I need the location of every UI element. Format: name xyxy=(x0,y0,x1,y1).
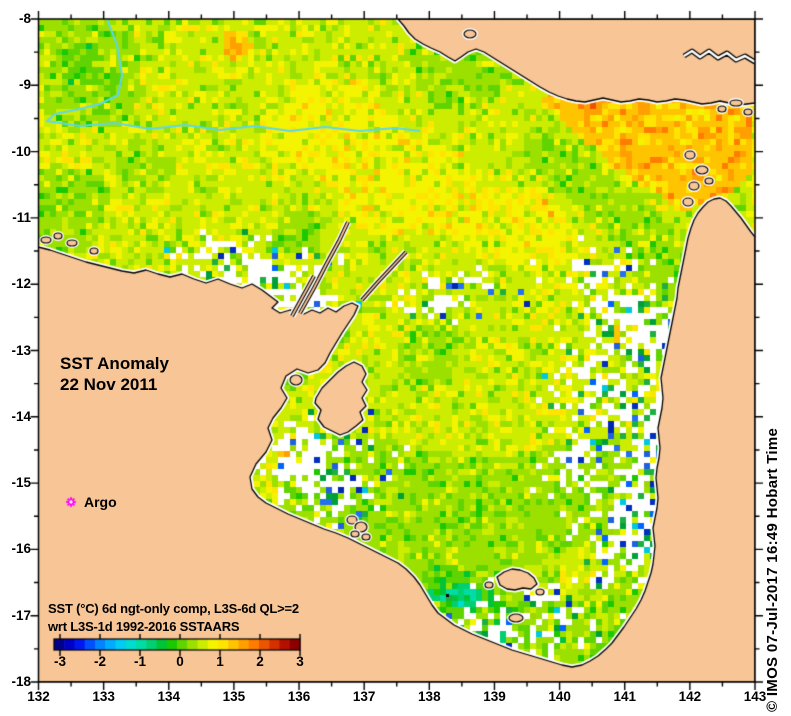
lon-tick-label-134: 134 xyxy=(157,689,181,704)
caption-line1: SST (°C) 6d ngt-only comp, L3S-6d QL>=2 xyxy=(48,601,299,616)
colorbar-tick-label-2: 2 xyxy=(256,654,264,669)
lon-tick-label-136: 136 xyxy=(287,689,311,704)
lat-tick-label--16: -16 xyxy=(11,541,31,557)
lat-tick-label--12: -12 xyxy=(11,276,31,292)
lon-tick-label-142: 142 xyxy=(678,689,702,704)
lon-tick-label-143: 143 xyxy=(743,689,767,704)
colorbar-tick-label--3: -3 xyxy=(53,654,66,669)
lat-tick-label--17: -17 xyxy=(11,607,31,623)
lat-tick-label--14: -14 xyxy=(11,408,31,424)
lon-tick-label-139: 139 xyxy=(483,689,506,704)
colorbar-tick-label-0: 0 xyxy=(176,654,184,669)
lat-tick-label--9: -9 xyxy=(18,77,31,93)
lon-tick-label-137: 137 xyxy=(352,689,376,704)
colorbar-tick-label-1: 1 xyxy=(216,654,224,669)
argo-label: Argo xyxy=(84,494,117,510)
map-title-block: SST Anomaly 22 Nov 2011 xyxy=(60,353,169,395)
lat-tick-label--10: -10 xyxy=(11,143,31,159)
caption-line2: wrt L3S-1d 1992-2016 SSTAARS xyxy=(48,619,240,634)
imos-credit: © IMOS 07-Jul-2017 16:49 Hobart Time xyxy=(764,427,781,712)
lon-tick-label-140: 140 xyxy=(548,689,571,704)
lat-tick-label--11: -11 xyxy=(12,209,31,225)
lon-tick-label-135: 135 xyxy=(222,689,246,704)
colorbar-caption: SST (°C) 6d ngt-only comp, L3S-6d QL>=2 … xyxy=(48,600,299,636)
lat-tick-label--18: -18 xyxy=(11,674,31,689)
lon-tick-label-132: 132 xyxy=(27,689,50,704)
lon-tick-label-138: 138 xyxy=(418,689,441,704)
lat-tick-label--8: -8 xyxy=(18,11,31,26)
lat-tick-label--15: -15 xyxy=(11,475,31,491)
colorbar-tick-label--2: -2 xyxy=(93,654,106,669)
lat-tick-label--13: -13 xyxy=(11,342,31,358)
colorbar-tick-label-3: 3 xyxy=(296,654,304,669)
map-date: 22 Nov 2011 xyxy=(60,375,158,394)
lon-tick-label-141: 141 xyxy=(613,689,636,704)
lon-tick-label-133: 133 xyxy=(92,689,115,704)
colorbar-tick-label--1: -1 xyxy=(133,654,146,669)
map-title: SST Anomaly xyxy=(60,354,169,373)
